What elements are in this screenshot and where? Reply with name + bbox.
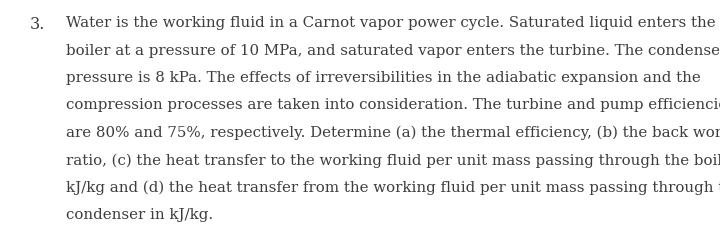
Text: ratio, (c) the heat transfer to the working fluid per unit mass passing through : ratio, (c) the heat transfer to the work… (66, 152, 720, 167)
Text: Water is the working fluid in a Carnot vapor power cycle. Saturated liquid enter: Water is the working fluid in a Carnot v… (66, 16, 716, 30)
Text: pressure is 8 kPa. The effects of irreversibilities in the adiabatic expansion a: pressure is 8 kPa. The effects of irreve… (66, 71, 701, 85)
Text: boiler at a pressure of 10 MPa, and saturated vapor enters the turbine. The cond: boiler at a pressure of 10 MPa, and satu… (66, 43, 720, 57)
Text: are 80% and 75%, respectively. Determine (a) the thermal efficiency, (b) the bac: are 80% and 75%, respectively. Determine… (66, 125, 720, 140)
Text: compression processes are taken into consideration. The turbine and pump efficie: compression processes are taken into con… (66, 98, 720, 112)
Text: 3.: 3. (30, 16, 45, 33)
Text: kJ/kg and (d) the heat transfer from the working fluid per unit mass passing thr: kJ/kg and (d) the heat transfer from the… (66, 180, 720, 194)
Text: condenser in kJ/kg.: condenser in kJ/kg. (66, 207, 213, 221)
